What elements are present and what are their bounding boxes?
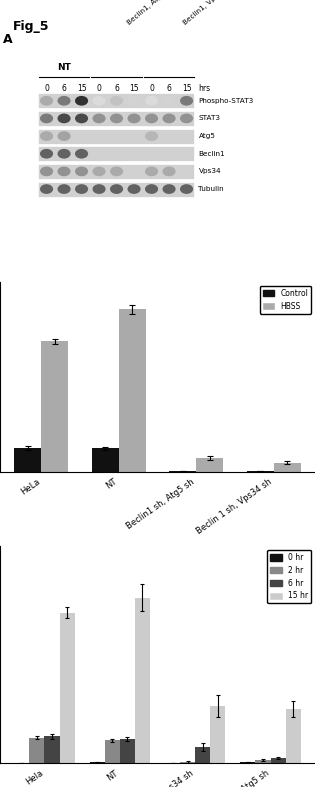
Ellipse shape — [145, 96, 158, 105]
Text: 15: 15 — [129, 84, 139, 94]
Text: 15: 15 — [182, 84, 191, 94]
Bar — [105, 741, 120, 763]
Ellipse shape — [75, 113, 88, 124]
Ellipse shape — [145, 113, 158, 124]
Bar — [286, 709, 301, 763]
Bar — [135, 597, 150, 763]
Ellipse shape — [40, 96, 53, 105]
Ellipse shape — [75, 149, 88, 159]
Ellipse shape — [110, 96, 123, 105]
Bar — [41, 342, 68, 472]
Bar — [210, 707, 225, 763]
Ellipse shape — [110, 167, 123, 176]
Bar — [119, 309, 146, 472]
Ellipse shape — [93, 96, 106, 105]
Bar — [169, 471, 196, 472]
Bar — [195, 747, 210, 763]
FancyBboxPatch shape — [38, 182, 193, 197]
Text: Atg5: Atg5 — [198, 133, 215, 139]
Text: Fig_5: Fig_5 — [13, 20, 49, 33]
Bar — [120, 739, 135, 763]
FancyBboxPatch shape — [38, 111, 193, 126]
Ellipse shape — [40, 184, 53, 194]
Text: 6: 6 — [62, 84, 66, 94]
Bar — [247, 471, 274, 472]
Ellipse shape — [163, 96, 176, 105]
Text: 6: 6 — [167, 84, 171, 94]
Ellipse shape — [75, 184, 88, 194]
Ellipse shape — [110, 184, 123, 194]
Ellipse shape — [128, 113, 140, 124]
Text: NT: NT — [57, 63, 71, 72]
Text: STAT3: STAT3 — [198, 116, 220, 121]
Ellipse shape — [128, 184, 140, 194]
Ellipse shape — [145, 131, 158, 141]
Ellipse shape — [57, 113, 71, 124]
Text: 6: 6 — [114, 84, 119, 94]
Bar — [255, 760, 271, 763]
Ellipse shape — [57, 96, 71, 105]
Ellipse shape — [40, 131, 53, 141]
Ellipse shape — [180, 96, 193, 105]
Text: hrs: hrs — [198, 84, 210, 94]
Text: Beclin1: Beclin1 — [198, 151, 225, 157]
FancyBboxPatch shape — [38, 94, 193, 109]
Bar — [14, 449, 41, 472]
Ellipse shape — [93, 113, 106, 124]
Ellipse shape — [128, 96, 140, 105]
FancyBboxPatch shape — [38, 164, 193, 179]
Bar — [44, 736, 60, 763]
Bar — [60, 612, 75, 763]
Ellipse shape — [57, 184, 71, 194]
Ellipse shape — [57, 167, 71, 176]
Ellipse shape — [145, 184, 158, 194]
Ellipse shape — [163, 184, 176, 194]
Text: 0: 0 — [97, 84, 101, 94]
Ellipse shape — [145, 167, 158, 176]
Bar — [180, 762, 195, 763]
Bar — [29, 737, 44, 763]
Text: Tubulin: Tubulin — [198, 186, 224, 192]
Bar — [271, 758, 286, 763]
Ellipse shape — [180, 184, 193, 194]
Ellipse shape — [57, 131, 71, 141]
Ellipse shape — [75, 167, 88, 176]
Text: Vps34: Vps34 — [198, 168, 221, 175]
Text: 0: 0 — [44, 84, 49, 94]
Ellipse shape — [163, 167, 176, 176]
Ellipse shape — [40, 149, 53, 159]
Ellipse shape — [110, 113, 123, 124]
Text: 0: 0 — [149, 84, 154, 94]
Ellipse shape — [57, 149, 71, 159]
Ellipse shape — [180, 113, 193, 124]
Text: 15: 15 — [77, 84, 86, 94]
Ellipse shape — [40, 167, 53, 176]
Bar — [274, 463, 301, 472]
Text: Phospho-STAT3: Phospho-STAT3 — [198, 98, 254, 104]
Ellipse shape — [93, 184, 106, 194]
Bar — [196, 458, 223, 472]
FancyBboxPatch shape — [38, 128, 193, 143]
Bar — [240, 762, 255, 763]
Bar — [90, 762, 105, 763]
Bar — [92, 449, 119, 472]
Ellipse shape — [40, 113, 53, 124]
Legend: 0 hr, 2 hr, 6 hr, 15 hr: 0 hr, 2 hr, 6 hr, 15 hr — [267, 550, 311, 604]
Ellipse shape — [75, 96, 88, 105]
Text: Beclin1, Vps34 sh: Beclin1, Vps34 sh — [182, 0, 235, 26]
Text: A: A — [3, 33, 13, 46]
FancyBboxPatch shape — [38, 146, 193, 161]
Text: Beclin1, Atg5 sh: Beclin1, Atg5 sh — [126, 0, 175, 26]
Legend: Control, HBSS: Control, HBSS — [260, 286, 311, 314]
Ellipse shape — [163, 113, 176, 124]
Ellipse shape — [93, 167, 106, 176]
